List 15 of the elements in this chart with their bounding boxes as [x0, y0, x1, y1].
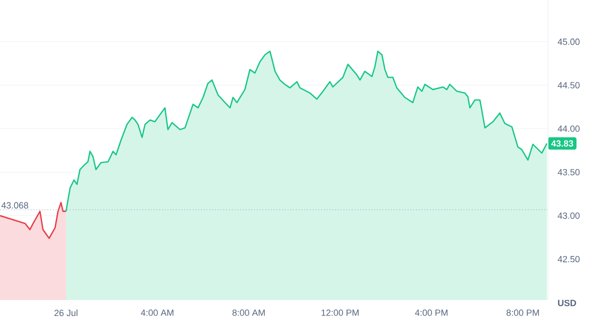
annotation: 43.83	[551, 140, 574, 147]
x-tick-label: 8:00 AM	[232, 310, 265, 316]
x-tick-label: 8:00 PM	[506, 310, 539, 316]
y-tick-label: 45.00	[558, 38, 580, 45]
y-tick-label: 42.50	[558, 256, 580, 262]
x-tick-label: 4:00 PM	[415, 310, 448, 316]
y-tick-label: 43.00	[558, 212, 580, 219]
x-tick-label: 4:00 AM	[140, 310, 174, 316]
x-tick-label: 26 Jul	[54, 310, 78, 316]
y-tick-label: 44.50	[558, 82, 580, 88]
y-tick-label: 44.00	[558, 126, 580, 132]
y-tick-label: 43.50	[558, 168, 580, 176]
y-axis-title: USD	[558, 300, 576, 306]
x-tick-label: 12:00 PM	[322, 310, 359, 316]
ref-line-label: 43.068	[1, 202, 28, 209]
